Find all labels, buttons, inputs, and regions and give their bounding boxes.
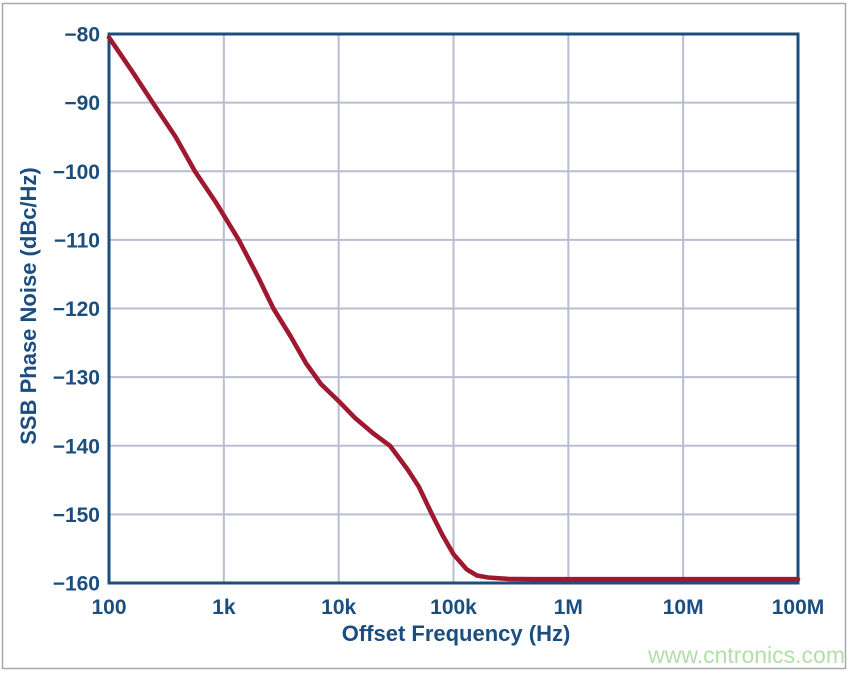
y-tick-label: −100	[53, 161, 100, 184]
x-tick-labels: 100 1k 10k 100k 1M 10M 100M	[91, 596, 824, 619]
y-tick-label: −120	[53, 298, 100, 321]
y-tick-label: −150	[53, 504, 100, 527]
y-tick-label: −140	[53, 435, 100, 458]
x-tick-label: 1k	[212, 596, 236, 619]
x-tick-label: 100	[91, 596, 126, 619]
x-tick-label: 10k	[321, 596, 356, 619]
y-tick-label: −90	[64, 92, 100, 115]
y-tick-label: −160	[53, 573, 100, 596]
y-tick-labels: −80 −90 −100 −110 −120 −130 −140 −150 −160	[53, 24, 100, 596]
x-tick-label: 100M	[772, 596, 825, 619]
x-tick-label: 100k	[430, 596, 477, 619]
x-tick-label: 1M	[554, 596, 583, 619]
watermark: www.cntronics.com	[647, 642, 845, 668]
x-axis-title: Offset Frequency (Hz)	[342, 621, 571, 646]
image-frame	[1, 2, 847, 670]
y-tick-label: −130	[53, 367, 100, 390]
y-tick-label: −110	[54, 229, 100, 252]
grid-lines	[109, 34, 798, 583]
y-axis-title: SSB Phase Noise (dBc/Hz)	[16, 167, 41, 445]
phase-noise-curve	[106, 35, 801, 582]
y-tick-label: −80	[64, 24, 100, 47]
plot-border	[107, 32, 800, 585]
x-tick-label: 10M	[663, 596, 704, 619]
